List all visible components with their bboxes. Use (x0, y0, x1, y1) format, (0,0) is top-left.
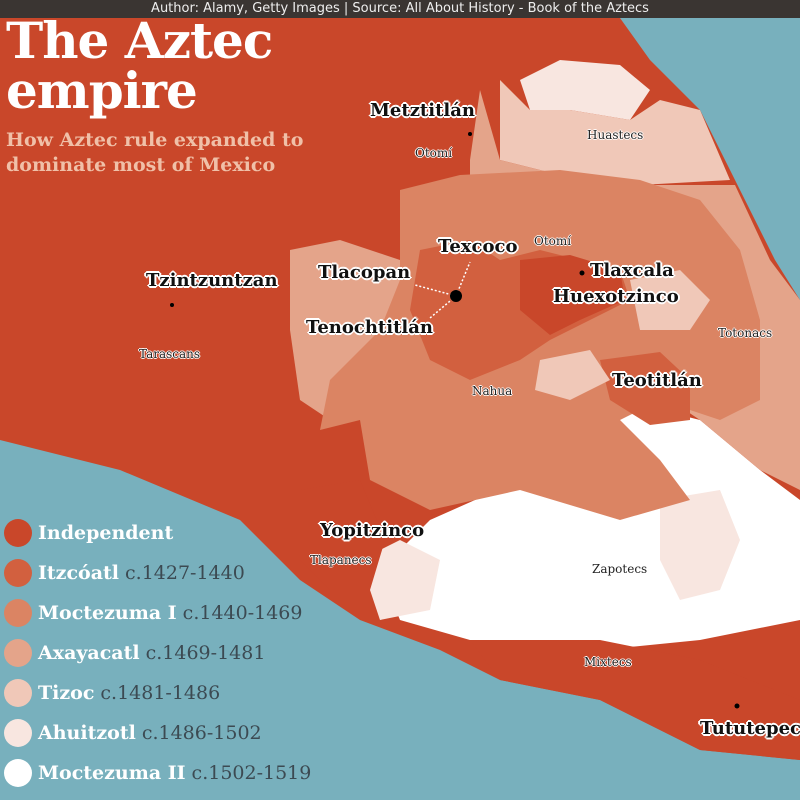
region-ahuitzotl-south (660, 490, 740, 600)
region-mixtecs (470, 640, 800, 760)
label-huexotzinco: Huexotzinco (553, 286, 679, 307)
legend-item-axayacatl: Axayacatl c.1469-1481 (4, 633, 311, 673)
label-zapotecs: Zapotecs (592, 562, 648, 576)
swatch-icon (4, 559, 32, 587)
metztitlan-marker (468, 132, 472, 136)
legend-dates: c.1486-1502 (141, 722, 262, 744)
subtitle-line-2: dominate most of Mexico (6, 154, 276, 176)
subtitle-line-1: How Aztec rule expanded to (6, 129, 304, 151)
swatch-icon (4, 639, 32, 667)
label-tlaxcala: Tlaxcala (590, 260, 674, 281)
attribution-bar: Author: Alamy, Getty Images | Source: Al… (0, 0, 800, 18)
label-otomi-east: Otomí (534, 234, 572, 248)
label-yopitzinco: Yopitzinco (320, 520, 425, 541)
label-metztitlan: Metztitlán (370, 100, 475, 121)
legend-item-ahuitzotl: Ahuitzotl c.1486-1502 (4, 713, 311, 753)
title-line-1: The Aztec (6, 11, 273, 70)
legend-name: Ahuitzotl (38, 722, 136, 744)
label-nahua: Nahua (472, 384, 513, 398)
region-independent-tlaxcala (520, 255, 625, 335)
region-tizoc-huex (630, 270, 710, 330)
region-yopitzinco (300, 480, 385, 590)
label-tututepec: Tututepec (700, 718, 800, 739)
map-subtitle: How Aztec rule expanded to dominate most… (6, 128, 303, 178)
legend-dates: c.1502-1519 (191, 762, 312, 784)
region-itzcoatl-teotitlan (600, 352, 690, 425)
title-line-2: empire (6, 61, 198, 120)
swatch-icon (4, 519, 32, 547)
label-tenochtitlan: Tenochtitlán (306, 317, 433, 338)
swatch-icon (4, 679, 32, 707)
legend-item-tizoc: Tizoc c.1481-1486 (4, 673, 311, 713)
tzintzuntzan-marker (170, 303, 174, 307)
region-tizoc (500, 80, 730, 185)
legend-dates: c.1427-1440 (125, 562, 245, 584)
swatch-icon (4, 719, 32, 747)
label-tarascans: Tarascans (139, 347, 201, 361)
swatch-icon (4, 759, 32, 787)
label-tzintzuntzan: Tzintzuntzan (146, 270, 278, 291)
region-tizoc-south (535, 350, 610, 400)
swatch-icon (4, 599, 32, 627)
legend-item-moctezuma2: Moctezuma II c.1502-1519 (4, 753, 311, 793)
legend-name: Itzcóatl (38, 562, 120, 584)
tututepec-marker (734, 703, 740, 709)
label-tlapanecs: Tlapanecs (310, 553, 372, 567)
legend-name: Independent (38, 522, 174, 544)
region-axayacatl-west (290, 240, 420, 420)
region-ahuitzotl-west (360, 540, 440, 620)
label-tlacopan: Tlacopan (318, 262, 411, 283)
label-totonacs: Totonacs (718, 326, 773, 340)
label-otomi-north: Otomí (415, 146, 453, 160)
legend-name: Axayacatl (38, 642, 140, 664)
label-mixtecs: Mixtecs (584, 655, 632, 669)
label-teotitlan: Teotitlán (612, 370, 702, 391)
map-title: The Aztec empire (6, 11, 273, 120)
legend-name: Tizoc (38, 682, 95, 704)
legend: Independent Itzcóatl c.1427-1440 Moctezum… (4, 513, 311, 793)
legend-item-independent: Independent (4, 513, 311, 553)
legend-dates: c.1469-1481 (145, 642, 266, 664)
legend-name: Moctezuma I (38, 602, 177, 624)
tlaxcala-marker (579, 270, 585, 276)
legend-name: Moctezuma II (38, 762, 186, 784)
legend-dates: c.1481-1486 (100, 682, 221, 704)
region-ahuitzotl (520, 60, 650, 120)
label-texcoco: Texcoco (438, 236, 518, 257)
legend-dates: c.1440-1469 (182, 602, 303, 624)
tenochtitlan-marker (450, 290, 462, 302)
connector-tlacopan (414, 284, 457, 297)
legend-item-itzcoatl: Itzcóatl c.1427-1440 (4, 553, 311, 593)
label-huastecs: Huastecs (587, 128, 644, 142)
